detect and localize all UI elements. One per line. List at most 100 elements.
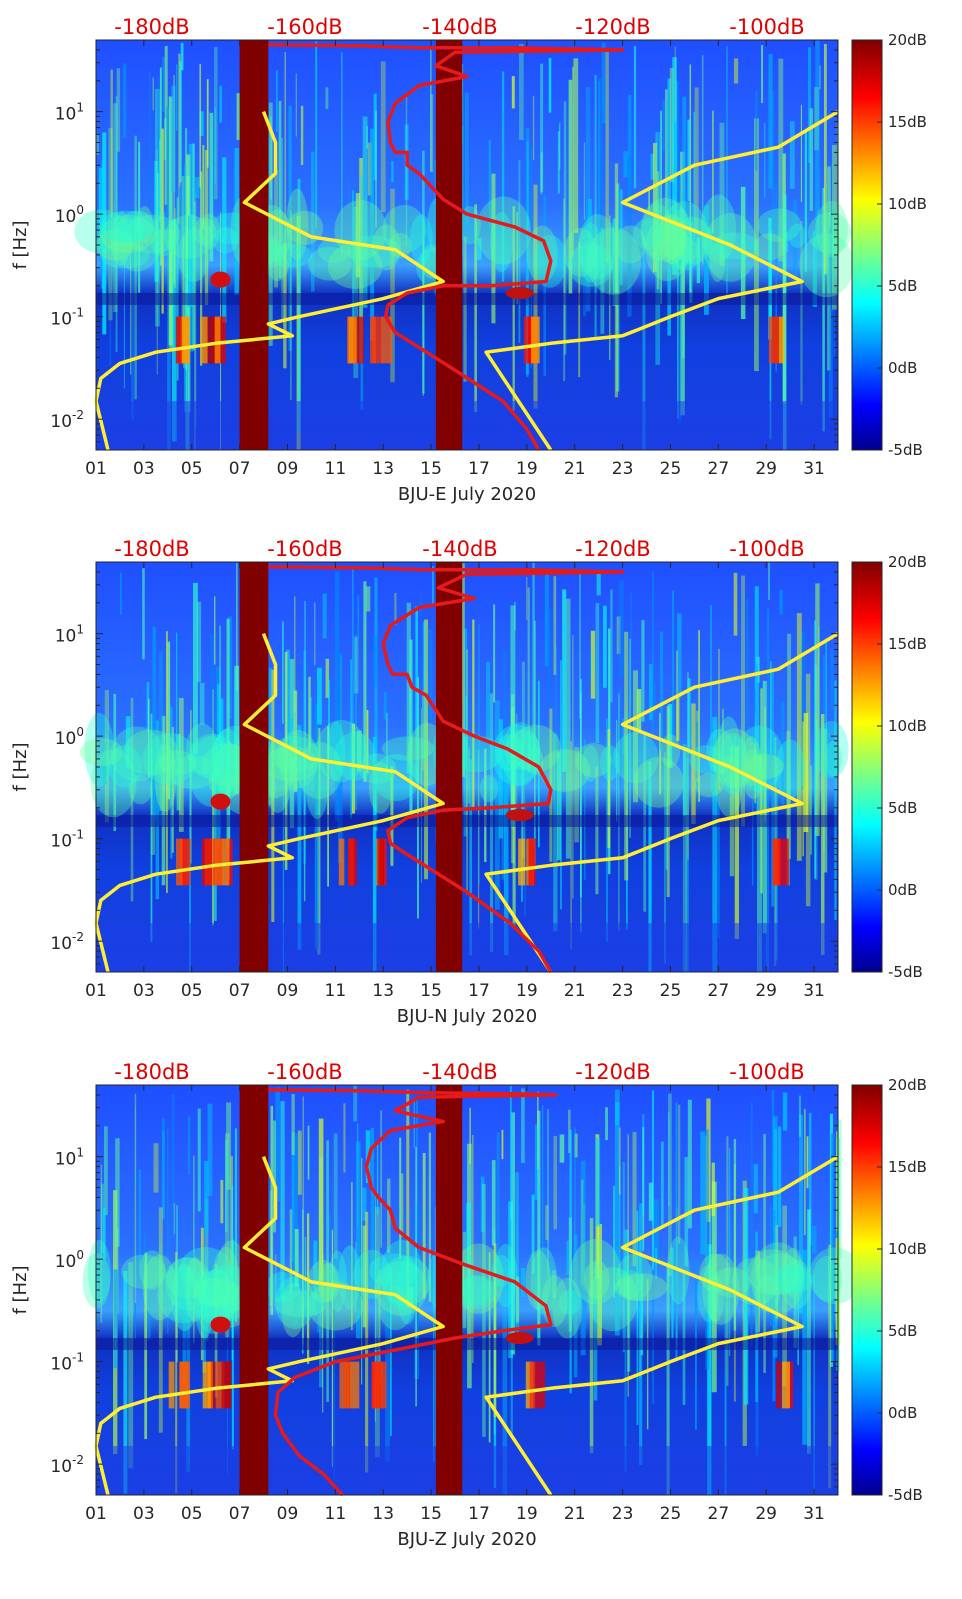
noise-model-line-2 xyxy=(484,1155,839,1496)
x-tick-label: 21 xyxy=(564,459,586,479)
x-tick-label: 29 xyxy=(755,459,777,479)
colorbar-tick-label: 5dB xyxy=(888,799,917,817)
x-tick-label: 17 xyxy=(468,981,490,1001)
colorbar-tick-label: 10dB xyxy=(888,1240,927,1258)
y-tick-label: 101 xyxy=(55,101,84,125)
x-tick-label: 15 xyxy=(420,459,442,479)
psd-line-3 xyxy=(268,564,625,973)
y-tick-label: 10-1 xyxy=(50,828,84,852)
x-tick-label: 07 xyxy=(229,981,251,1001)
x-tick-label: 31 xyxy=(803,459,825,479)
top-db-tick-label: -100dB xyxy=(729,1060,804,1084)
x-tick-label: 11 xyxy=(325,981,347,1001)
spectrogram-panel-3: 01 03 05 07 09 11 13 15 17 19 21 23 25 27 29 31 BJU-Z Ju… xyxy=(10,1060,927,1550)
x-tick-label: 25 xyxy=(660,459,682,479)
y-axis-label: f [Hz] xyxy=(10,1265,31,1314)
x-tick-label: 13 xyxy=(372,459,394,479)
x-tick-label: 07 xyxy=(229,459,251,479)
x-tick-label: 23 xyxy=(612,1504,634,1524)
y-tick-label: 101 xyxy=(55,623,84,647)
x-tick-label: 27 xyxy=(708,1504,730,1524)
noise-model-line-1 xyxy=(94,632,445,973)
y-tick-label: 100 xyxy=(55,725,84,749)
y-tick-label: 10-1 xyxy=(50,306,84,330)
y-axis-label: f [Hz] xyxy=(10,220,31,269)
x-tick-label: 25 xyxy=(660,981,682,1001)
data-gap-2 xyxy=(435,562,463,972)
data-gap-1 xyxy=(239,1085,269,1495)
x-tick-label: 27 xyxy=(708,459,730,479)
noise-model-line-1 xyxy=(94,110,445,451)
x-tick-label: 07 xyxy=(229,1504,251,1524)
spectrogram-panel-2: 01 03 05 07 09 11 13 15 17 19 21 23 25 27 29 31 BJU-N Ju… xyxy=(10,537,927,1027)
y-tick-label: 100 xyxy=(55,1248,84,1272)
top-db-tick-label: -180dB xyxy=(114,537,189,561)
hot-spot xyxy=(210,1316,231,1333)
colorbar-tick-label: 20dB xyxy=(888,1076,927,1094)
x-tick-label: 13 xyxy=(372,1504,394,1524)
top-db-tick-label: -160dB xyxy=(267,1060,342,1084)
hot-spot xyxy=(505,287,534,300)
top-db-tick-label: -120dB xyxy=(575,1060,650,1084)
x-tick-label: 29 xyxy=(755,1504,777,1524)
colorbar-tick-label: 0dB xyxy=(888,359,917,377)
x-tick-label: 17 xyxy=(468,1504,490,1524)
y-tick-label: 101 xyxy=(55,1146,84,1170)
data-gap-2 xyxy=(435,40,463,450)
colorbar-tick-label: 0dB xyxy=(888,1404,917,1422)
colorbar-tick-label: -5dB xyxy=(888,1486,923,1504)
top-db-tick-label: -140dB xyxy=(422,1060,497,1084)
psd-line-3 xyxy=(268,42,625,451)
top-db-tick-label: -160dB xyxy=(267,15,342,39)
x-tick-label: 01 xyxy=(85,981,107,1001)
colorbar xyxy=(851,561,883,973)
x-axis-label: BJU-Z July 2020 xyxy=(397,1529,536,1550)
y-tick-label: 10-2 xyxy=(50,408,84,432)
x-tick-label: 05 xyxy=(181,1504,203,1524)
x-tick-label: 01 xyxy=(85,459,107,479)
x-tick-label: 31 xyxy=(803,981,825,1001)
x-tick-label: 09 xyxy=(277,981,299,1001)
x-tick-label: 11 xyxy=(325,1504,347,1524)
top-db-tick-label: -160dB xyxy=(267,537,342,561)
x-tick-label: 05 xyxy=(181,981,203,1001)
top-db-tick-label: -100dB xyxy=(729,15,804,39)
x-tick-label: 03 xyxy=(133,459,155,479)
x-tick-label: 09 xyxy=(277,459,299,479)
x-tick-label: 09 xyxy=(277,1504,299,1524)
x-tick-label: 15 xyxy=(420,1504,442,1524)
x-tick-label: 03 xyxy=(133,1504,155,1524)
colorbar-tick-label: 20dB xyxy=(888,553,927,571)
x-axis-label: BJU-E July 2020 xyxy=(398,484,536,505)
colorbar xyxy=(851,39,883,451)
colorbar-tick-label: 5dB xyxy=(888,277,917,295)
top-db-tick-label: -120dB xyxy=(575,15,650,39)
colorbar-tick-label: 20dB xyxy=(888,31,927,49)
top-db-tick-label: -140dB xyxy=(422,537,497,561)
colorbar-tick-label: 5dB xyxy=(888,1322,917,1340)
x-tick-label: 15 xyxy=(420,981,442,1001)
data-gap-1 xyxy=(239,40,269,450)
x-tick-label: 25 xyxy=(660,1504,682,1524)
x-tick-label: 23 xyxy=(612,981,634,1001)
y-axis-label: f [Hz] xyxy=(10,742,31,791)
x-tick-label: 11 xyxy=(325,459,347,479)
colorbar-tick-label: 10dB xyxy=(888,195,927,213)
x-tick-label: 01 xyxy=(85,1504,107,1524)
colorbar-tick-label: 0dB xyxy=(888,881,917,899)
noise-model-line-2 xyxy=(484,632,839,973)
colorbar-tick-label: -5dB xyxy=(888,441,923,459)
x-tick-label: 31 xyxy=(803,1504,825,1524)
data-gap-2 xyxy=(435,1085,463,1495)
y-tick-label: 10-1 xyxy=(50,1351,84,1375)
x-tick-label: 23 xyxy=(612,459,634,479)
top-db-tick-label: -120dB xyxy=(575,537,650,561)
top-db-tick-label: -180dB xyxy=(114,1060,189,1084)
x-tick-label: 17 xyxy=(468,459,490,479)
noise-model-line-1 xyxy=(94,1155,445,1496)
y-tick-label: 100 xyxy=(55,203,84,227)
psd-line-3 xyxy=(268,1087,558,1497)
x-axis-label: BJU-N July 2020 xyxy=(397,1006,537,1027)
top-db-tick-label: -180dB xyxy=(114,15,189,39)
